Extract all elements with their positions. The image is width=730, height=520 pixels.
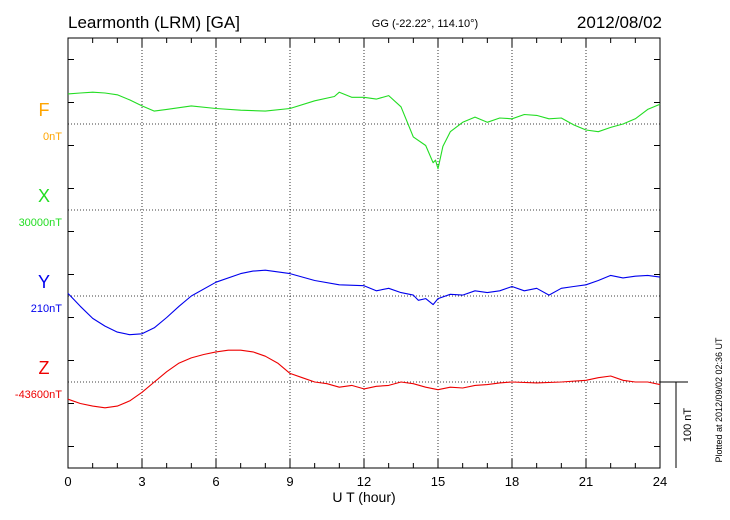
x-tick-label: 15 — [431, 474, 445, 489]
chart-date: 2012/08/02 — [577, 13, 662, 32]
series-y-baseline: 210nT — [31, 303, 62, 315]
plot-frame — [67, 37, 661, 469]
x-tick-label: 18 — [505, 474, 519, 489]
scale-bar-label: 100 nT — [682, 408, 694, 443]
x-tick-label: 6 — [212, 474, 219, 489]
grid — [68, 38, 660, 468]
series-z-line — [67, 349, 661, 409]
x-tick-label: 0 — [64, 474, 71, 489]
station-coordinates: GG (-22.22°, 114.10°) — [372, 18, 478, 30]
series-f-baseline: 0nT — [43, 131, 62, 143]
x-tick-labels: 0 3 6 9 12 15 18 21 24 — [64, 474, 667, 489]
scale-bar: 100 nT — [660, 381, 694, 468]
series-x-line — [67, 91, 661, 170]
series-f-name: F — [39, 100, 50, 120]
series-x-baseline: 30000nT — [19, 217, 63, 229]
station-title: Learmonth (LRM) [GA] — [68, 13, 240, 32]
x-axis-label: U T (hour) — [332, 489, 395, 505]
series-y-name: Y — [38, 272, 50, 292]
series-x-name: X — [38, 186, 50, 206]
x-tick-label: 21 — [579, 474, 593, 489]
series-z-name: Z — [39, 358, 50, 378]
x-tick-label: 12 — [357, 474, 371, 489]
x-tick-label: 3 — [138, 474, 145, 489]
plotted-at-note: Plotted at 2012/09/02 02:36 UT — [714, 337, 724, 463]
x-tick-label: 9 — [286, 474, 293, 489]
series-y-line — [67, 269, 661, 336]
series-z-baseline: -43600nT — [15, 389, 62, 401]
series-labels: F 0nT X 30000nT Y 210nT Z -43600nT — [15, 100, 62, 401]
x-tick-label: 24 — [653, 474, 667, 489]
series-layer — [67, 91, 661, 409]
axis-ticks — [67, 38, 661, 468]
